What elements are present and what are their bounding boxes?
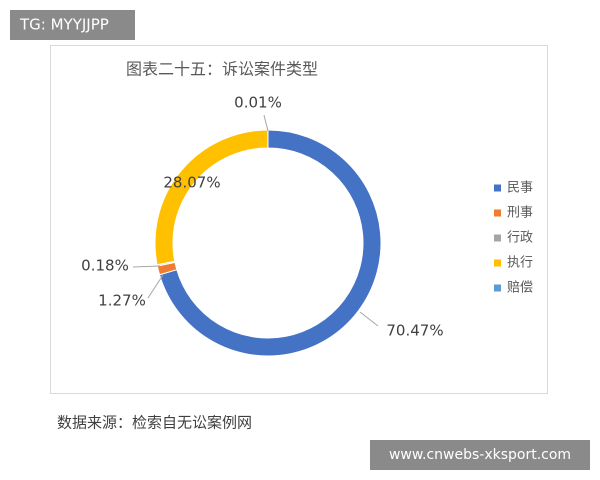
watermark: www.cnwebs-xksport.com <box>389 447 571 463</box>
watermark: TG: MYYJJPP <box>19 16 109 34</box>
legend-swatch <box>494 184 501 192</box>
data-label: 1.27% <box>98 292 146 310</box>
legend-label: 执行 <box>507 256 533 271</box>
leader-line <box>359 311 379 327</box>
legend-label: 行政 <box>507 231 533 246</box>
data-label: 0.01% <box>234 94 282 112</box>
data-label: 0.18% <box>81 257 129 275</box>
data-label: 28.07% <box>163 174 220 192</box>
watermark-box <box>370 440 590 470</box>
legend-label: 民事 <box>507 181 533 196</box>
leader-line <box>132 265 161 268</box>
legend-swatch <box>494 234 501 242</box>
legend-label: 刑事 <box>507 206 533 221</box>
donut-segment <box>158 129 382 357</box>
legend-swatch <box>494 259 501 267</box>
chart-title: 图表二十五：诉讼案件类型 <box>126 60 318 79</box>
data-label: 70.47% <box>386 322 443 340</box>
legend-swatch <box>494 209 501 217</box>
leader-line <box>147 274 164 299</box>
leader-line <box>263 114 269 132</box>
legend-label: 赔偿 <box>507 281 533 296</box>
watermark-box <box>10 10 135 40</box>
legend-swatch <box>494 284 501 292</box>
source: 数据来源：检索自无讼案例网 <box>57 414 252 432</box>
